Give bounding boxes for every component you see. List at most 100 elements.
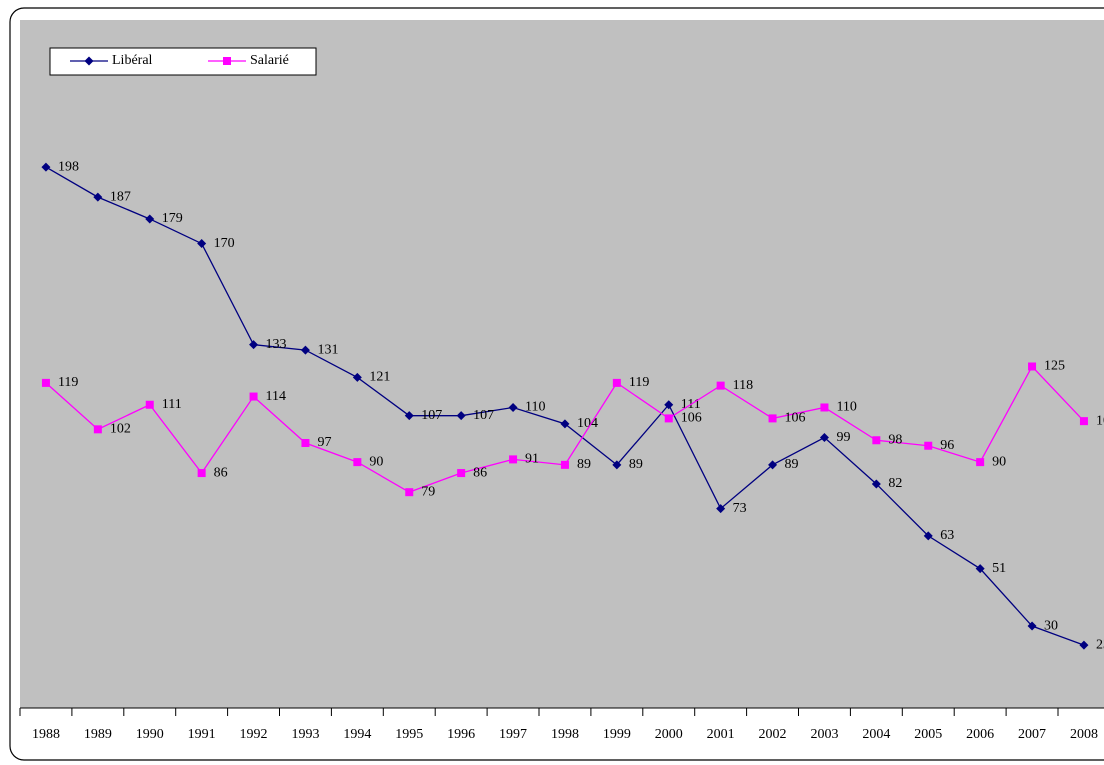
x-tick-label: 1991 — [188, 727, 216, 742]
marker — [560, 460, 569, 469]
data-label: 119 — [58, 375, 78, 390]
marker — [716, 381, 725, 390]
legend-label: Libéral — [112, 53, 153, 68]
marker — [457, 469, 466, 478]
marker — [93, 425, 102, 434]
x-tick-label: 1997 — [499, 727, 527, 742]
data-label: 110 — [525, 400, 545, 415]
data-label: 86 — [214, 465, 228, 480]
plot-area — [20, 20, 1104, 708]
data-label: 131 — [317, 342, 338, 357]
marker — [197, 469, 206, 478]
data-label: 119 — [629, 375, 649, 390]
legend-marker — [223, 57, 231, 65]
data-label: 121 — [369, 370, 390, 385]
marker — [664, 414, 673, 423]
marker — [456, 411, 466, 421]
x-tick-label: 1995 — [395, 727, 423, 742]
data-label: 63 — [940, 528, 954, 543]
data-label: 125 — [1044, 359, 1065, 374]
marker — [872, 436, 881, 445]
x-tick-label: 1992 — [240, 727, 268, 742]
data-label: 179 — [162, 211, 183, 226]
data-label: 114 — [266, 389, 286, 404]
marker — [612, 378, 621, 387]
data-label: 170 — [214, 236, 235, 251]
marker — [612, 460, 622, 470]
marker — [41, 162, 51, 172]
x-tick-label: 2005 — [914, 727, 942, 742]
data-label: 118 — [733, 378, 753, 393]
data-label: 23 — [1096, 637, 1104, 652]
x-tick-label: 1996 — [447, 727, 475, 742]
marker — [93, 192, 103, 202]
x-tick-label: 2004 — [862, 727, 890, 742]
marker — [871, 479, 881, 489]
x-tick-label: 2008 — [1070, 727, 1098, 742]
x-tick-label: 1998 — [551, 727, 579, 742]
marker — [923, 531, 933, 541]
x-tick-label: 1990 — [136, 727, 164, 742]
marker — [1079, 417, 1088, 426]
marker — [820, 403, 829, 412]
data-label: 89 — [577, 457, 591, 472]
data-label: 107 — [473, 408, 494, 423]
legend-marker — [84, 56, 94, 66]
legend-label: Salarié — [250, 53, 289, 68]
data-label: 97 — [317, 435, 331, 450]
x-tick-label: 1999 — [603, 727, 631, 742]
data-label: 90 — [992, 454, 1006, 469]
marker — [145, 400, 154, 409]
marker — [664, 400, 674, 410]
data-label: 187 — [110, 189, 131, 204]
data-label: 90 — [369, 454, 383, 469]
data-label: 106 — [681, 411, 702, 426]
marker — [145, 214, 155, 224]
x-tick-label: 1988 — [32, 727, 60, 742]
data-label: 106 — [785, 411, 806, 426]
data-label: 111 — [162, 397, 182, 412]
data-label: 51 — [992, 561, 1006, 576]
marker — [249, 340, 259, 350]
data-label: 102 — [110, 422, 131, 437]
data-label: 73 — [733, 501, 747, 516]
data-label: 98 — [888, 432, 902, 447]
marker — [509, 455, 518, 464]
marker — [41, 378, 50, 387]
marker — [249, 392, 258, 401]
marker — [197, 239, 207, 249]
marker — [508, 402, 518, 412]
marker — [768, 414, 777, 423]
marker — [924, 441, 933, 450]
marker — [404, 411, 414, 421]
data-label: 89 — [629, 457, 643, 472]
data-label: 99 — [836, 430, 850, 445]
data-label: 133 — [266, 337, 287, 352]
data-label: 30 — [1044, 618, 1058, 633]
x-tick-label: 1994 — [343, 727, 371, 742]
data-label: 198 — [58, 159, 79, 174]
marker — [301, 438, 310, 447]
data-label: 105 — [1096, 413, 1104, 428]
data-label: 110 — [836, 400, 856, 415]
marker — [1079, 640, 1089, 650]
marker — [1027, 621, 1037, 631]
x-tick-label: 2000 — [655, 727, 683, 742]
x-tick-label: 1989 — [84, 727, 112, 742]
data-label: 107 — [421, 408, 442, 423]
x-tick-label: 2007 — [1018, 727, 1046, 742]
marker — [976, 458, 985, 467]
data-label: 82 — [888, 476, 902, 491]
x-tick-label: 2001 — [707, 727, 735, 742]
data-label: 96 — [940, 438, 954, 453]
marker — [975, 564, 985, 574]
x-tick-label: 2006 — [966, 727, 994, 742]
x-tick-label: 1993 — [291, 727, 319, 742]
marker — [405, 488, 414, 497]
legend: Libéral Salarié — [49, 47, 317, 76]
marker — [560, 419, 570, 429]
data-label: 86 — [473, 465, 487, 480]
data-label: 89 — [785, 457, 799, 472]
marker — [716, 504, 726, 514]
